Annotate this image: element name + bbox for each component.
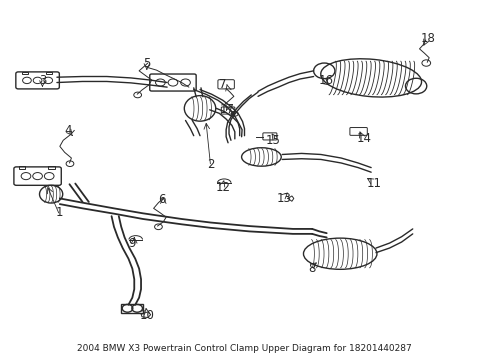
Text: 2: 2 bbox=[206, 158, 214, 171]
Text: 3: 3 bbox=[39, 73, 46, 86]
Text: 13: 13 bbox=[276, 192, 291, 205]
Text: 7: 7 bbox=[219, 78, 226, 91]
Text: 1: 1 bbox=[56, 206, 63, 219]
Text: 5: 5 bbox=[143, 57, 150, 69]
Text: 4: 4 bbox=[64, 124, 72, 137]
Text: 11: 11 bbox=[366, 177, 381, 190]
Text: 15: 15 bbox=[265, 134, 281, 147]
Bar bbox=[48, 166, 54, 169]
Text: 9: 9 bbox=[128, 237, 136, 249]
Text: 12: 12 bbox=[215, 181, 230, 194]
Bar bbox=[19, 166, 25, 169]
Text: 17: 17 bbox=[220, 103, 235, 116]
Bar bbox=[46, 72, 52, 75]
Text: 16: 16 bbox=[318, 73, 332, 86]
Text: 6: 6 bbox=[158, 193, 166, 206]
Text: 18: 18 bbox=[420, 32, 435, 45]
Text: 2004 BMW X3 Powertrain Control Clamp Upper Diagram for 18201440287: 2004 BMW X3 Powertrain Control Clamp Upp… bbox=[77, 344, 411, 353]
Bar bbox=[22, 72, 28, 75]
Bar bbox=[121, 304, 143, 312]
Text: 8: 8 bbox=[308, 262, 315, 275]
Text: 14: 14 bbox=[356, 132, 371, 145]
Text: 10: 10 bbox=[139, 309, 154, 322]
